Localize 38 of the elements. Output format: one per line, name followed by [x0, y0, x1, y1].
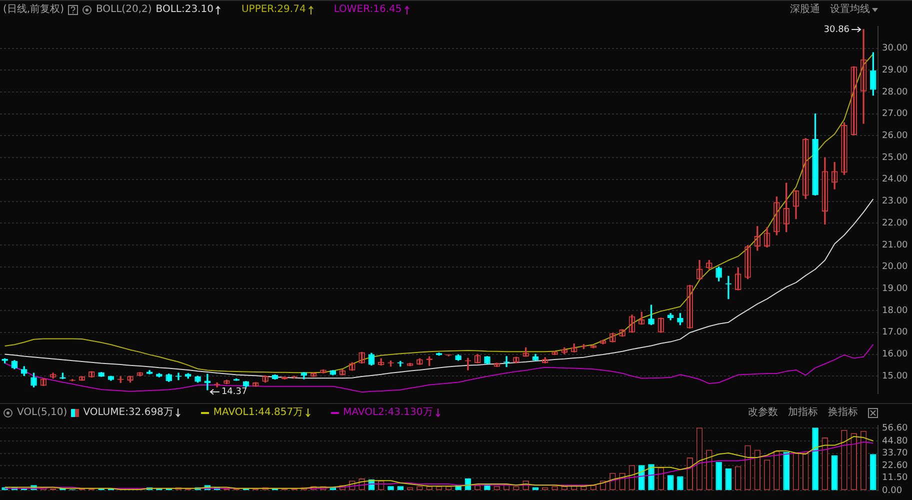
y-tick-label: 11.50: [882, 473, 908, 484]
y-tick-label: 16.00: [882, 350, 908, 360]
y-tick-label: 30.00: [882, 44, 908, 54]
y-tick-label: 20.00: [882, 262, 908, 272]
y-tick-label: 28.00: [882, 87, 908, 98]
y-tick-label: 33.70: [882, 448, 908, 459]
text: 换指标: [828, 406, 858, 420]
y-tick-label: 27.00: [882, 109, 908, 120]
text: 设置均线: [830, 2, 870, 17]
y-tick-label: 15.00: [882, 371, 908, 382]
y-tick-label: 22.00: [882, 218, 908, 228]
y-tick-label: 26.00: [882, 131, 908, 142]
legend-title: BOLL(20,2): [96, 3, 152, 17]
y-tick-label: 0.00: [882, 486, 902, 496]
y-tick-label: 23.00: [882, 196, 908, 207]
legend-label: UPPER:29.74: [241, 3, 306, 17]
legend-label: MAVOL2:43.130万: [343, 406, 433, 420]
y-tick-label: 56.60: [882, 423, 908, 434]
y-tick-label: 22.60: [882, 460, 908, 471]
legend-label: VOLUME:32.698万: [83, 406, 174, 420]
annotation: 30.86: [824, 24, 850, 35]
text: 深股通: [790, 2, 820, 17]
text: 改参数: [748, 406, 778, 420]
text: 加指标: [788, 406, 818, 420]
legend-label: MAVOL1:44.857万: [213, 406, 304, 420]
y-tick-label: 17.00: [882, 328, 908, 338]
y-tick-label: 44.80: [882, 436, 908, 446]
chart-title: (日线,前复权): [3, 2, 64, 17]
y-tick-label: 19.00: [882, 284, 908, 294]
legend-label: BOLL:23.10: [156, 3, 214, 17]
y-tick-label: 29.00: [882, 65, 908, 76]
annotation: 14.37: [221, 387, 248, 398]
legend-label: LOWER:16.45: [334, 3, 402, 17]
y-tick-label: 24.00: [882, 174, 908, 185]
y-tick-label: 21.00: [882, 240, 908, 250]
y-tick-label: 18.00: [882, 306, 908, 316]
chart-title: VOL(5,10): [17, 406, 68, 420]
y-tick-label: 25.00: [882, 152, 908, 163]
